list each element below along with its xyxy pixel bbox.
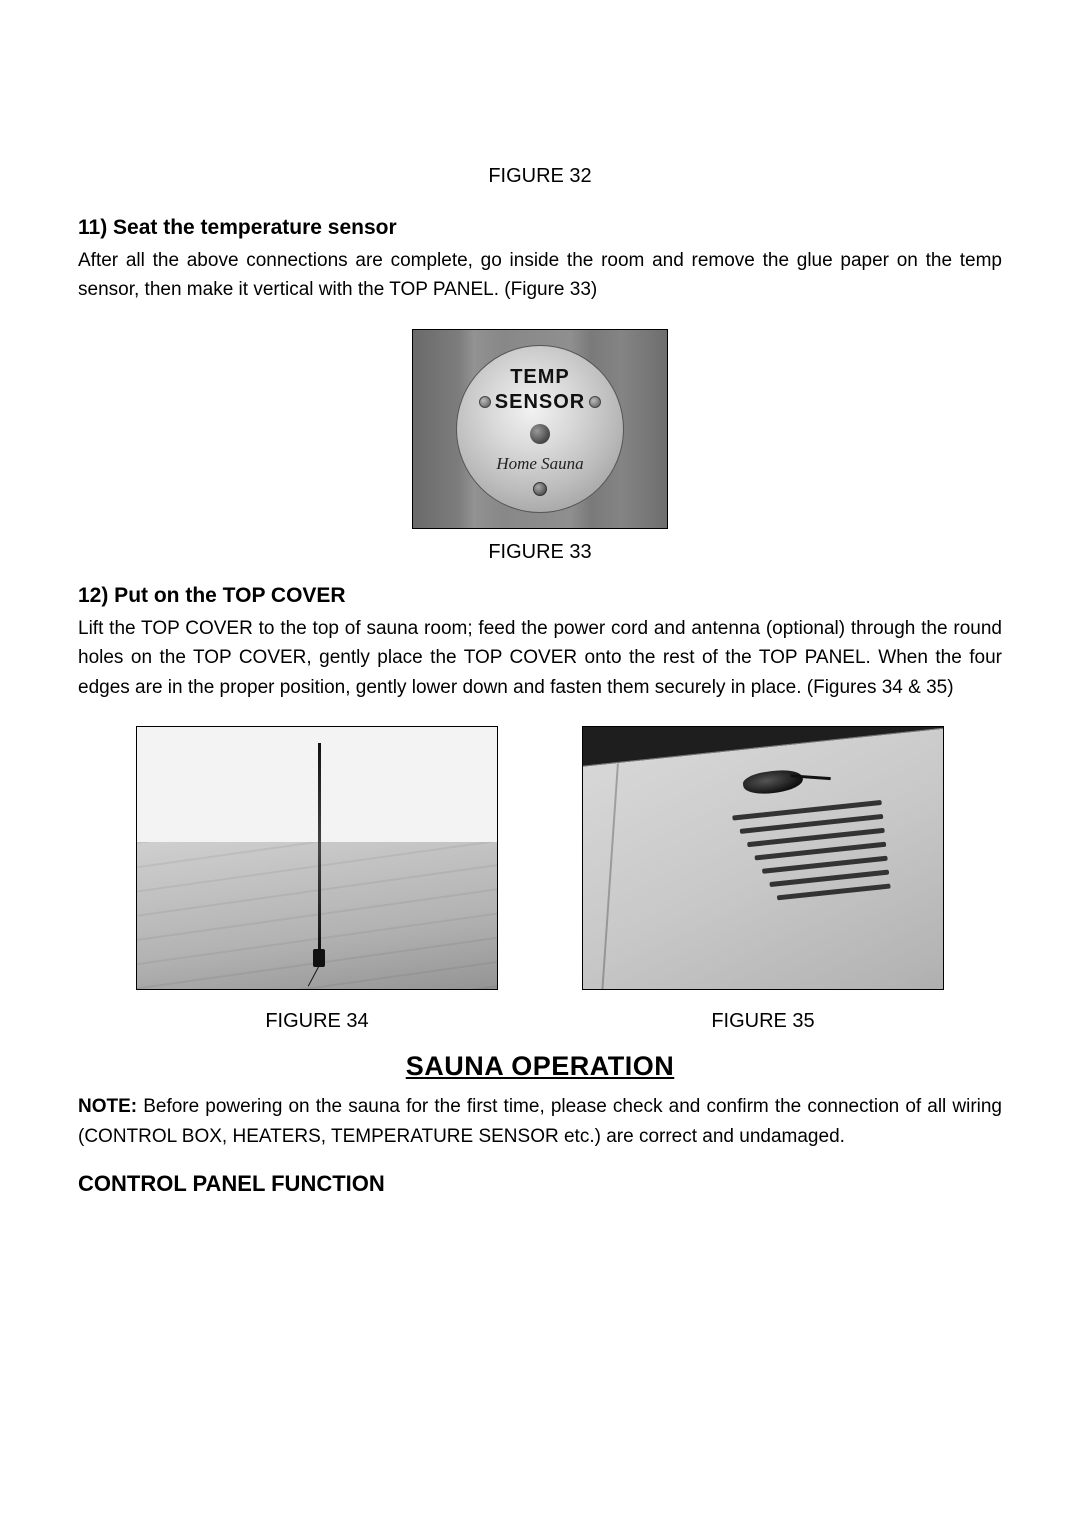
temp-sensor-disc: TEMP SENSOR Home Sauna [456, 345, 624, 513]
figure-35-caption: FIGURE 35 [711, 1010, 814, 1033]
step-12-body: Lift the TOP COVER to the top of sauna r… [78, 614, 1002, 702]
figure-35-column: FIGURE 35 [582, 726, 944, 1033]
step-12-heading: 12) Put on the TOP COVER [78, 584, 1002, 608]
figure-34-caption: FIGURE 34 [265, 1010, 368, 1033]
step-11-heading: 11) Seat the temperature sensor [78, 216, 1002, 240]
note-paragraph: NOTE: Before powering on the sauna for t… [78, 1092, 1002, 1151]
note-body: Before powering on the sauna for the fir… [78, 1096, 1002, 1146]
figure-34-image [136, 726, 498, 990]
figure-32-caption: FIGURE 32 [78, 165, 1002, 188]
screw-icon [589, 396, 601, 408]
screw-icon [479, 396, 491, 408]
figure-35-image [582, 726, 944, 990]
disc-label-sensor-row: SENSOR [479, 391, 601, 414]
figure-34-antenna [313, 739, 325, 989]
manual-page: FIGURE 32 11) Seat the temperature senso… [0, 0, 1080, 1257]
figure-33-caption: FIGURE 33 [78, 541, 1002, 564]
figure-35-vent-slits [732, 799, 902, 915]
subheading-control-panel-function: CONTROL PANEL FUNCTION [78, 1171, 1002, 1197]
figure-33-image-wrap: TEMP SENSOR Home Sauna [78, 329, 1002, 529]
section-title-sauna-operation: SAUNA OPERATION [78, 1051, 1002, 1082]
disc-label-temp: TEMP [510, 366, 570, 389]
disc-brand-script: Home Sauna [496, 454, 583, 474]
sensor-dot-icon [530, 424, 550, 444]
step-11-body: After all the above connections are comp… [78, 246, 1002, 305]
screw-icon [533, 482, 547, 496]
figure-34-column: FIGURE 34 [136, 726, 498, 1033]
disc-label-sensor: SENSOR [495, 391, 585, 414]
note-prefix: NOTE: [78, 1096, 137, 1117]
figure-34-35-row: FIGURE 34 FIGURE 35 [78, 726, 1002, 1033]
figure-33-image: TEMP SENSOR Home Sauna [412, 329, 668, 529]
